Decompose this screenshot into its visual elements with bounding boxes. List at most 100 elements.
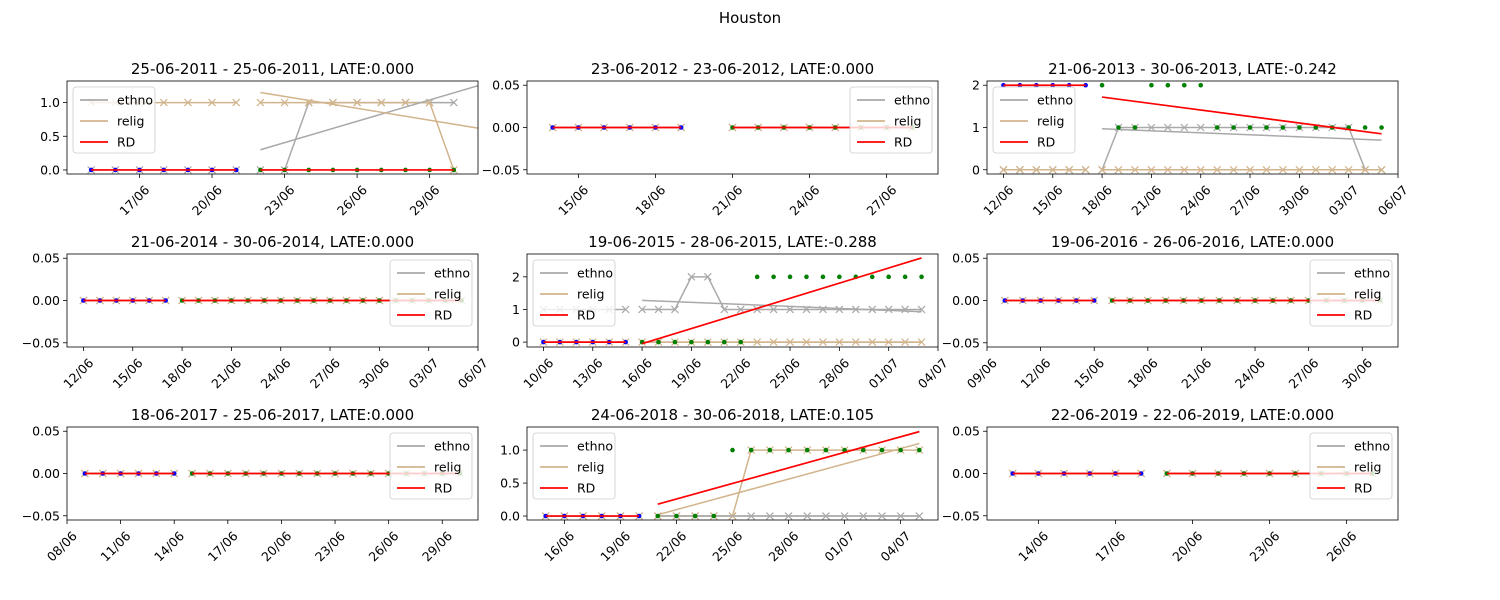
post-cutoff-point bbox=[754, 274, 760, 280]
legend-label-RD: RD bbox=[1354, 481, 1372, 496]
y-tick-label: 0.05 bbox=[32, 424, 60, 439]
plot-content bbox=[541, 430, 924, 520]
subplot-title: 21-06-2013 - 30-06-2013, LATE:-0.242 bbox=[1048, 60, 1337, 78]
x-tick-label: 08/06 bbox=[44, 528, 80, 564]
ethno-marker bbox=[687, 272, 696, 281]
legend-label-ethno: ethno bbox=[577, 439, 613, 454]
ethno-marker bbox=[1180, 123, 1189, 132]
pre-cutoff-point bbox=[88, 167, 94, 173]
legend-box bbox=[389, 259, 473, 327]
legend-label-ethno: ethno bbox=[1354, 266, 1390, 281]
legend: ethno relig RD bbox=[849, 86, 933, 154]
ethno-marker bbox=[638, 305, 647, 314]
plot-content bbox=[999, 82, 1386, 174]
y-tick-label: 0.0 bbox=[500, 509, 520, 524]
relig-marker bbox=[401, 98, 410, 107]
subplot-title: 25-06-2011 - 25-06-2011, LATE:0.000 bbox=[131, 60, 414, 78]
x-tick-label: 25/06 bbox=[767, 355, 803, 391]
x-tick-label: 03/07 bbox=[406, 355, 442, 391]
pre-cutoff-point bbox=[636, 513, 642, 519]
y-tick-label: 2 bbox=[972, 78, 980, 93]
x-tick-label: 04/07 bbox=[915, 355, 951, 391]
x-tick-label: 01/07 bbox=[866, 355, 902, 391]
post-cutoff-point bbox=[919, 274, 924, 280]
x-tick-label: 06/07 bbox=[1375, 182, 1411, 218]
x-tick-label: 18/06 bbox=[1125, 355, 1161, 391]
x-tick-label: 01/07 bbox=[821, 528, 857, 564]
post-cutoff-point bbox=[804, 274, 809, 280]
rd-line-post bbox=[657, 430, 920, 505]
post-cutoff-point bbox=[820, 274, 826, 280]
x-tick-label: 17/06 bbox=[1092, 528, 1128, 564]
pre-cutoff-point bbox=[82, 471, 88, 476]
ethno-marker bbox=[671, 305, 679, 314]
post-cutoff-point bbox=[689, 339, 694, 345]
post-cutoff-point bbox=[748, 447, 754, 453]
pre-cutoff-point bbox=[1002, 298, 1008, 303]
post-cutoff-point bbox=[1247, 125, 1253, 130]
relig-marker bbox=[1015, 165, 1024, 174]
post-cutoff-point bbox=[672, 339, 678, 345]
ethno-marker bbox=[835, 305, 844, 314]
ethno-fit-line bbox=[260, 85, 478, 151]
y-tick-label: 1 bbox=[972, 120, 980, 135]
legend-label-relig: relig bbox=[894, 114, 921, 129]
x-tick-label: 12/06 bbox=[980, 182, 1016, 218]
y-tick-label: 0.00 bbox=[952, 466, 980, 481]
y-tick-label: 1.0 bbox=[40, 95, 60, 110]
legend: ethno relig RD bbox=[532, 432, 616, 500]
y-tick-label: 0.5 bbox=[500, 476, 520, 491]
x-tick-label: 18/06 bbox=[1079, 182, 1115, 218]
y-tick-label: 0.0 bbox=[40, 162, 60, 177]
post-cutoff-point bbox=[1116, 125, 1121, 130]
ethno-marker bbox=[1163, 123, 1172, 132]
legend-label-RD: RD bbox=[577, 481, 595, 496]
x-tick-label: 24/06 bbox=[786, 182, 822, 218]
x-tick-label: 26/06 bbox=[365, 528, 401, 564]
post-cutoff-point bbox=[898, 447, 903, 453]
post-cutoff-point bbox=[771, 274, 776, 280]
legend: ethno relig RD bbox=[72, 86, 156, 154]
post-cutoff-point bbox=[711, 513, 717, 519]
legend-box bbox=[1309, 259, 1393, 327]
post-cutoff-point bbox=[1109, 298, 1115, 303]
post-cutoff-point bbox=[786, 447, 791, 453]
rd-line-post bbox=[1101, 96, 1382, 135]
relig-marker bbox=[183, 98, 192, 107]
ethno-marker bbox=[703, 272, 712, 281]
ethno-marker bbox=[736, 305, 745, 314]
x-tick-label: 27/06 bbox=[1227, 182, 1263, 218]
post-cutoff-point bbox=[730, 447, 735, 453]
y-tick-label: 0 bbox=[512, 335, 520, 350]
x-tick-label: 20/06 bbox=[189, 182, 225, 218]
legend-box bbox=[992, 86, 1076, 154]
x-tick-label: 15/06 bbox=[1071, 355, 1107, 391]
x-tick-label: 22/06 bbox=[653, 528, 689, 564]
post-cutoff-point bbox=[886, 274, 891, 280]
post-cutoff-point bbox=[721, 339, 727, 345]
legend: ethno relig RD bbox=[389, 259, 473, 327]
subplot-title: 23-06-2012 - 23-06-2012, LATE:0.000 bbox=[591, 60, 874, 78]
post-cutoff-point bbox=[902, 274, 908, 280]
legend-label-ethno: ethno bbox=[894, 93, 930, 108]
post-cutoff-point bbox=[451, 167, 457, 173]
subplot-title: 18-06-2017 - 25-06-2017, LATE:0.000 bbox=[131, 406, 414, 424]
x-tick-label: 09/06 bbox=[964, 355, 1000, 391]
ethno-marker bbox=[769, 305, 778, 314]
x-tick-label: 20/06 bbox=[258, 528, 294, 564]
x-tick-label: 26/06 bbox=[1323, 528, 1359, 564]
relig-marker bbox=[208, 98, 216, 107]
post-cutoff-point bbox=[1165, 82, 1171, 88]
post-cutoff-point bbox=[804, 447, 810, 453]
legend-label-relig: relig bbox=[434, 287, 461, 302]
relig-marker bbox=[353, 98, 362, 107]
legend-label-RD: RD bbox=[577, 308, 595, 323]
relig-marker bbox=[1048, 165, 1057, 174]
y-tick-label: 1.0 bbox=[500, 443, 520, 458]
ethno-marker bbox=[884, 305, 893, 314]
relig-marker bbox=[159, 98, 168, 107]
y-tick-label: 0.05 bbox=[952, 424, 980, 439]
ethno-marker bbox=[449, 98, 458, 107]
y-tick-label: 0 bbox=[972, 162, 980, 177]
legend-box bbox=[532, 259, 616, 327]
